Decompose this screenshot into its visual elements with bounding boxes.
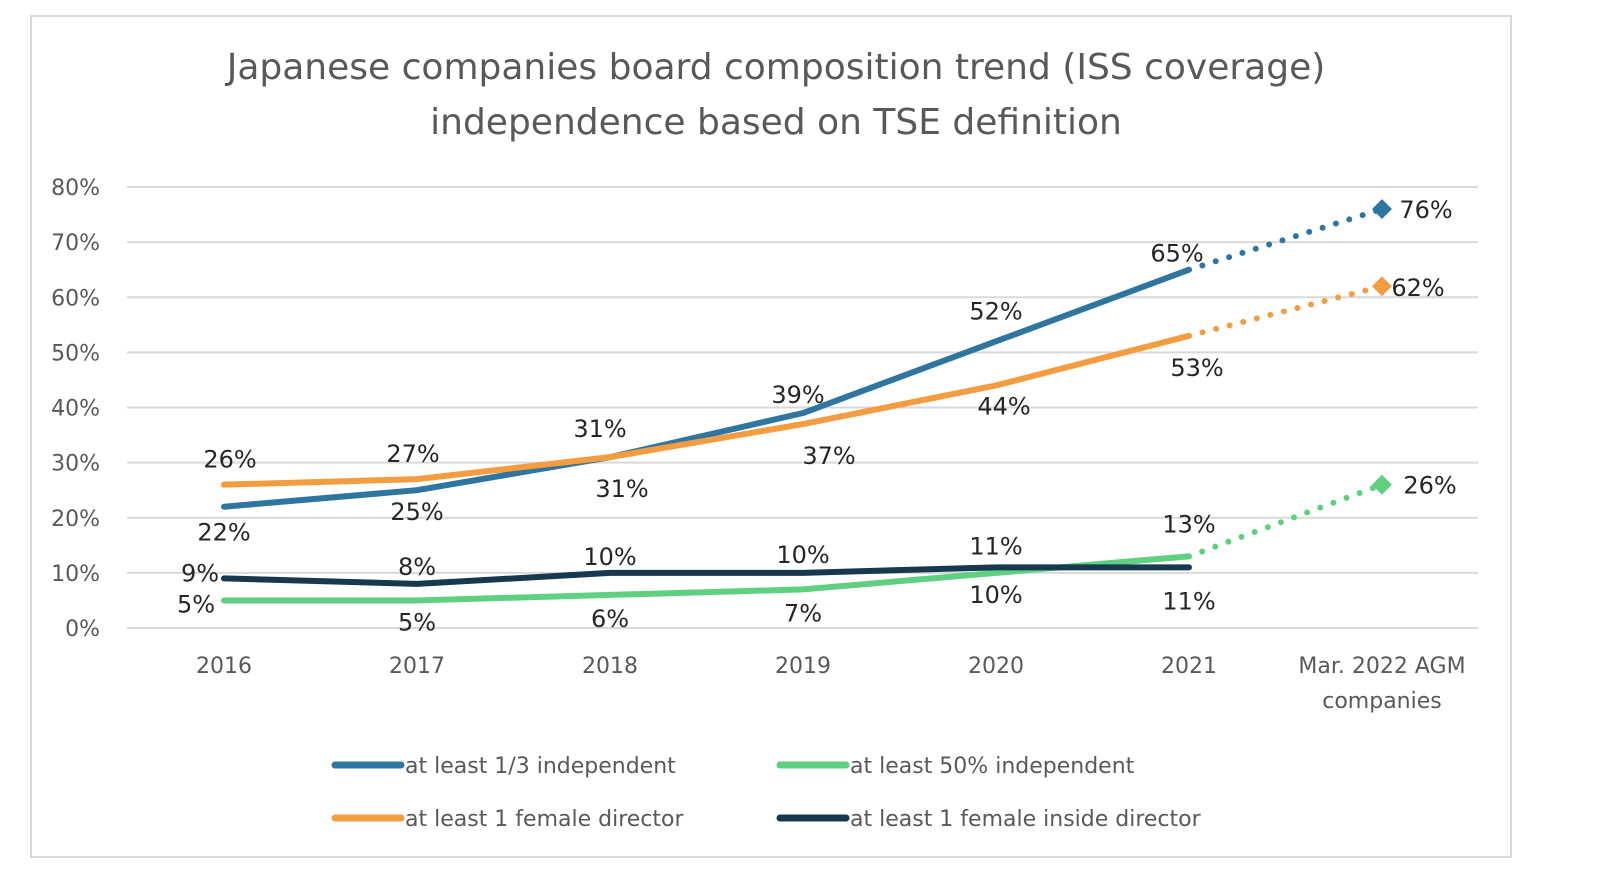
data-label: 26% <box>203 446 256 474</box>
data-label: 62% <box>1391 274 1444 302</box>
y-tick-label: 60% <box>51 286 100 311</box>
data-label: 44% <box>977 392 1030 420</box>
projection-marker <box>1372 474 1392 495</box>
x-tick-label: 2016 <box>196 654 252 679</box>
title-line: Japanese companies board composition tre… <box>226 47 1326 88</box>
data-label: 37% <box>802 442 855 470</box>
x-tick-label: 2021 <box>1161 654 1217 679</box>
x-tick-label: Mar. 2022 AGM companies <box>1298 654 1465 714</box>
projection-dotted-line <box>1186 283 1385 339</box>
data-label: 27% <box>386 440 439 468</box>
chart-frame <box>30 15 1512 858</box>
series-line <box>221 564 1192 587</box>
data-label: 11% <box>969 532 1022 560</box>
legend-label: at least 1 female inside director <box>850 807 1202 832</box>
data-label: 7% <box>784 599 822 627</box>
data-label: 13% <box>1162 510 1215 538</box>
chart-title: Japanese companies board composition tre… <box>0 40 1552 150</box>
y-tick-label: 40% <box>51 397 100 422</box>
series-line <box>221 332 1192 488</box>
legend-label: at least 1/3 independent <box>405 754 676 779</box>
data-label: 10% <box>969 581 1022 609</box>
data-label: 11% <box>1162 587 1215 615</box>
subtitle-line: independence based on TSE definition <box>430 102 1122 143</box>
projection-marker <box>1372 199 1392 219</box>
data-label: 52% <box>969 297 1022 325</box>
y-tick-label: 80% <box>51 176 100 201</box>
data-label: 10% <box>583 543 636 571</box>
legend-label: at least 1 female director <box>405 807 684 832</box>
series-line <box>221 553 1192 604</box>
series-line <box>221 266 1192 510</box>
data-label: 53% <box>1170 354 1223 382</box>
projection-marker <box>1372 276 1392 297</box>
data-label: 26% <box>1403 472 1456 500</box>
data-label: 39% <box>771 381 824 409</box>
x-tick-label: 2019 <box>775 654 831 679</box>
data-label: 31% <box>595 475 648 503</box>
x-tick-label: 2020 <box>968 654 1024 679</box>
y-tick-label: 20% <box>51 507 100 532</box>
data-label: 31% <box>573 415 626 443</box>
x-tick-label: 2017 <box>389 654 445 679</box>
data-label: 5% <box>177 590 215 618</box>
projection-dotted-line <box>1186 206 1385 273</box>
data-label: 25% <box>390 498 443 526</box>
projection-dotted-line <box>1186 481 1385 560</box>
data-label: 10% <box>776 541 829 569</box>
data-label: 22% <box>197 519 250 547</box>
y-tick-label: 50% <box>51 341 100 366</box>
y-tick-label: 30% <box>51 452 100 477</box>
y-tick-label: 0% <box>65 617 100 642</box>
legend-label: at least 50% independent <box>850 754 1135 779</box>
data-label: 9% <box>181 559 219 587</box>
data-label: 6% <box>591 605 629 633</box>
x-tick-label: 2018 <box>582 654 638 679</box>
data-label: 8% <box>398 553 436 581</box>
data-label: 65% <box>1150 240 1203 268</box>
data-label: 76% <box>1399 196 1452 224</box>
data-label: 5% <box>398 608 436 636</box>
y-tick-label: 70% <box>51 231 100 256</box>
y-tick-label: 10% <box>51 562 100 587</box>
